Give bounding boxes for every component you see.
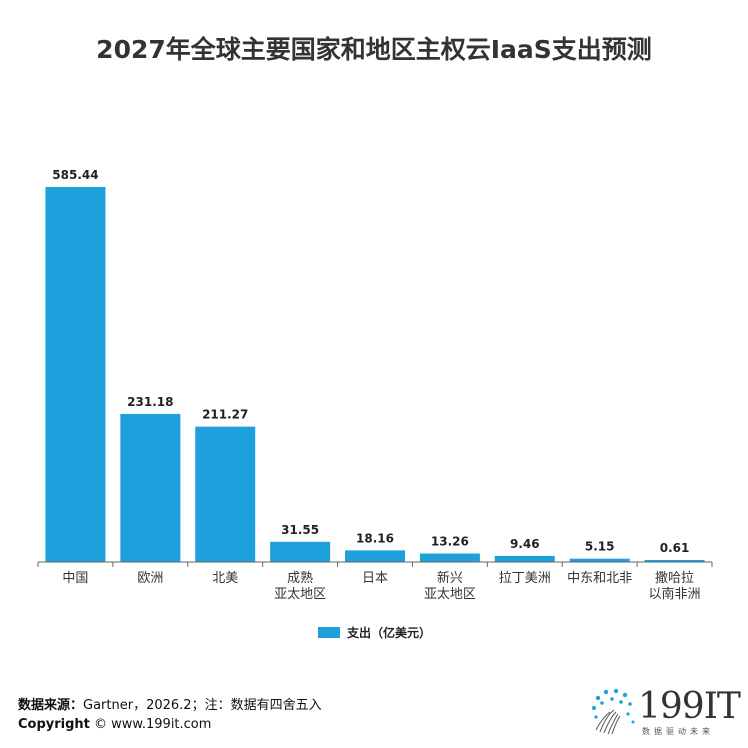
category-label-5-line-0: 新兴 xyxy=(437,570,463,586)
category-label-6: 拉丁美洲 xyxy=(499,571,551,586)
category-label-7: 中东和北非 xyxy=(567,571,632,586)
bar-6 xyxy=(494,555,555,562)
category-label-3-line-0: 成熟 xyxy=(287,570,313,586)
bar-2 xyxy=(195,426,256,562)
copyright-note: Copyright © www.199it.com xyxy=(18,717,212,732)
value-label-5: 13.26 xyxy=(431,535,469,549)
legend-swatch xyxy=(318,627,340,638)
category-label-4: 日本 xyxy=(362,571,388,586)
brand-logo: 199IT 数据驱动未来 xyxy=(588,686,741,738)
value-label-3: 31.55 xyxy=(281,523,319,537)
bar-1 xyxy=(120,413,181,562)
value-label-8: 0.61 xyxy=(660,541,690,555)
value-label-7: 5.15 xyxy=(585,540,615,554)
logo-tagline: 数据驱动未来 xyxy=(642,727,714,736)
legend: 支出（亿美元） xyxy=(318,624,431,641)
copyright-url: www.199it.com xyxy=(111,717,212,732)
category-label-8-line-0: 撒哈拉 xyxy=(655,570,694,586)
category-label-1: 欧洲 xyxy=(137,571,163,586)
bar-7 xyxy=(569,558,630,562)
source-note: 数据来源：Gartner，2026.2；注：数据有四舍五入 xyxy=(18,694,322,713)
bar-5 xyxy=(419,553,480,562)
category-label-8-line-1: 以南非洲 xyxy=(649,586,701,602)
copyright-label: Copyright xyxy=(18,717,90,732)
source-text: Gartner，2026.2；注：数据有四舍五入 xyxy=(83,698,322,713)
value-label-0: 585.44 xyxy=(52,168,98,182)
logo-dots-icon xyxy=(592,688,635,735)
value-label-1: 231.18 xyxy=(127,395,173,409)
bar-0 xyxy=(45,187,106,562)
category-label-5-line-1: 亚太地区 xyxy=(424,587,476,602)
chart-title: 2027年全球主要国家和地区主权云IaaS支出预测 xyxy=(96,35,652,64)
legend-label: 支出（亿美元） xyxy=(347,626,432,640)
logo-text: 199IT xyxy=(638,686,741,727)
source-label: 数据来源： xyxy=(18,698,84,713)
value-label-6: 9.46 xyxy=(510,537,540,551)
category-label-3-line-1: 亚太地区 xyxy=(274,587,326,602)
category-label-0: 中国 xyxy=(62,571,88,586)
bar-3 xyxy=(270,541,331,562)
value-label-4: 18.16 xyxy=(356,531,394,545)
bar-4 xyxy=(345,550,405,562)
value-label-2: 211.27 xyxy=(202,408,248,422)
category-label-2: 北美 xyxy=(212,571,238,586)
bar-8 xyxy=(644,560,705,562)
